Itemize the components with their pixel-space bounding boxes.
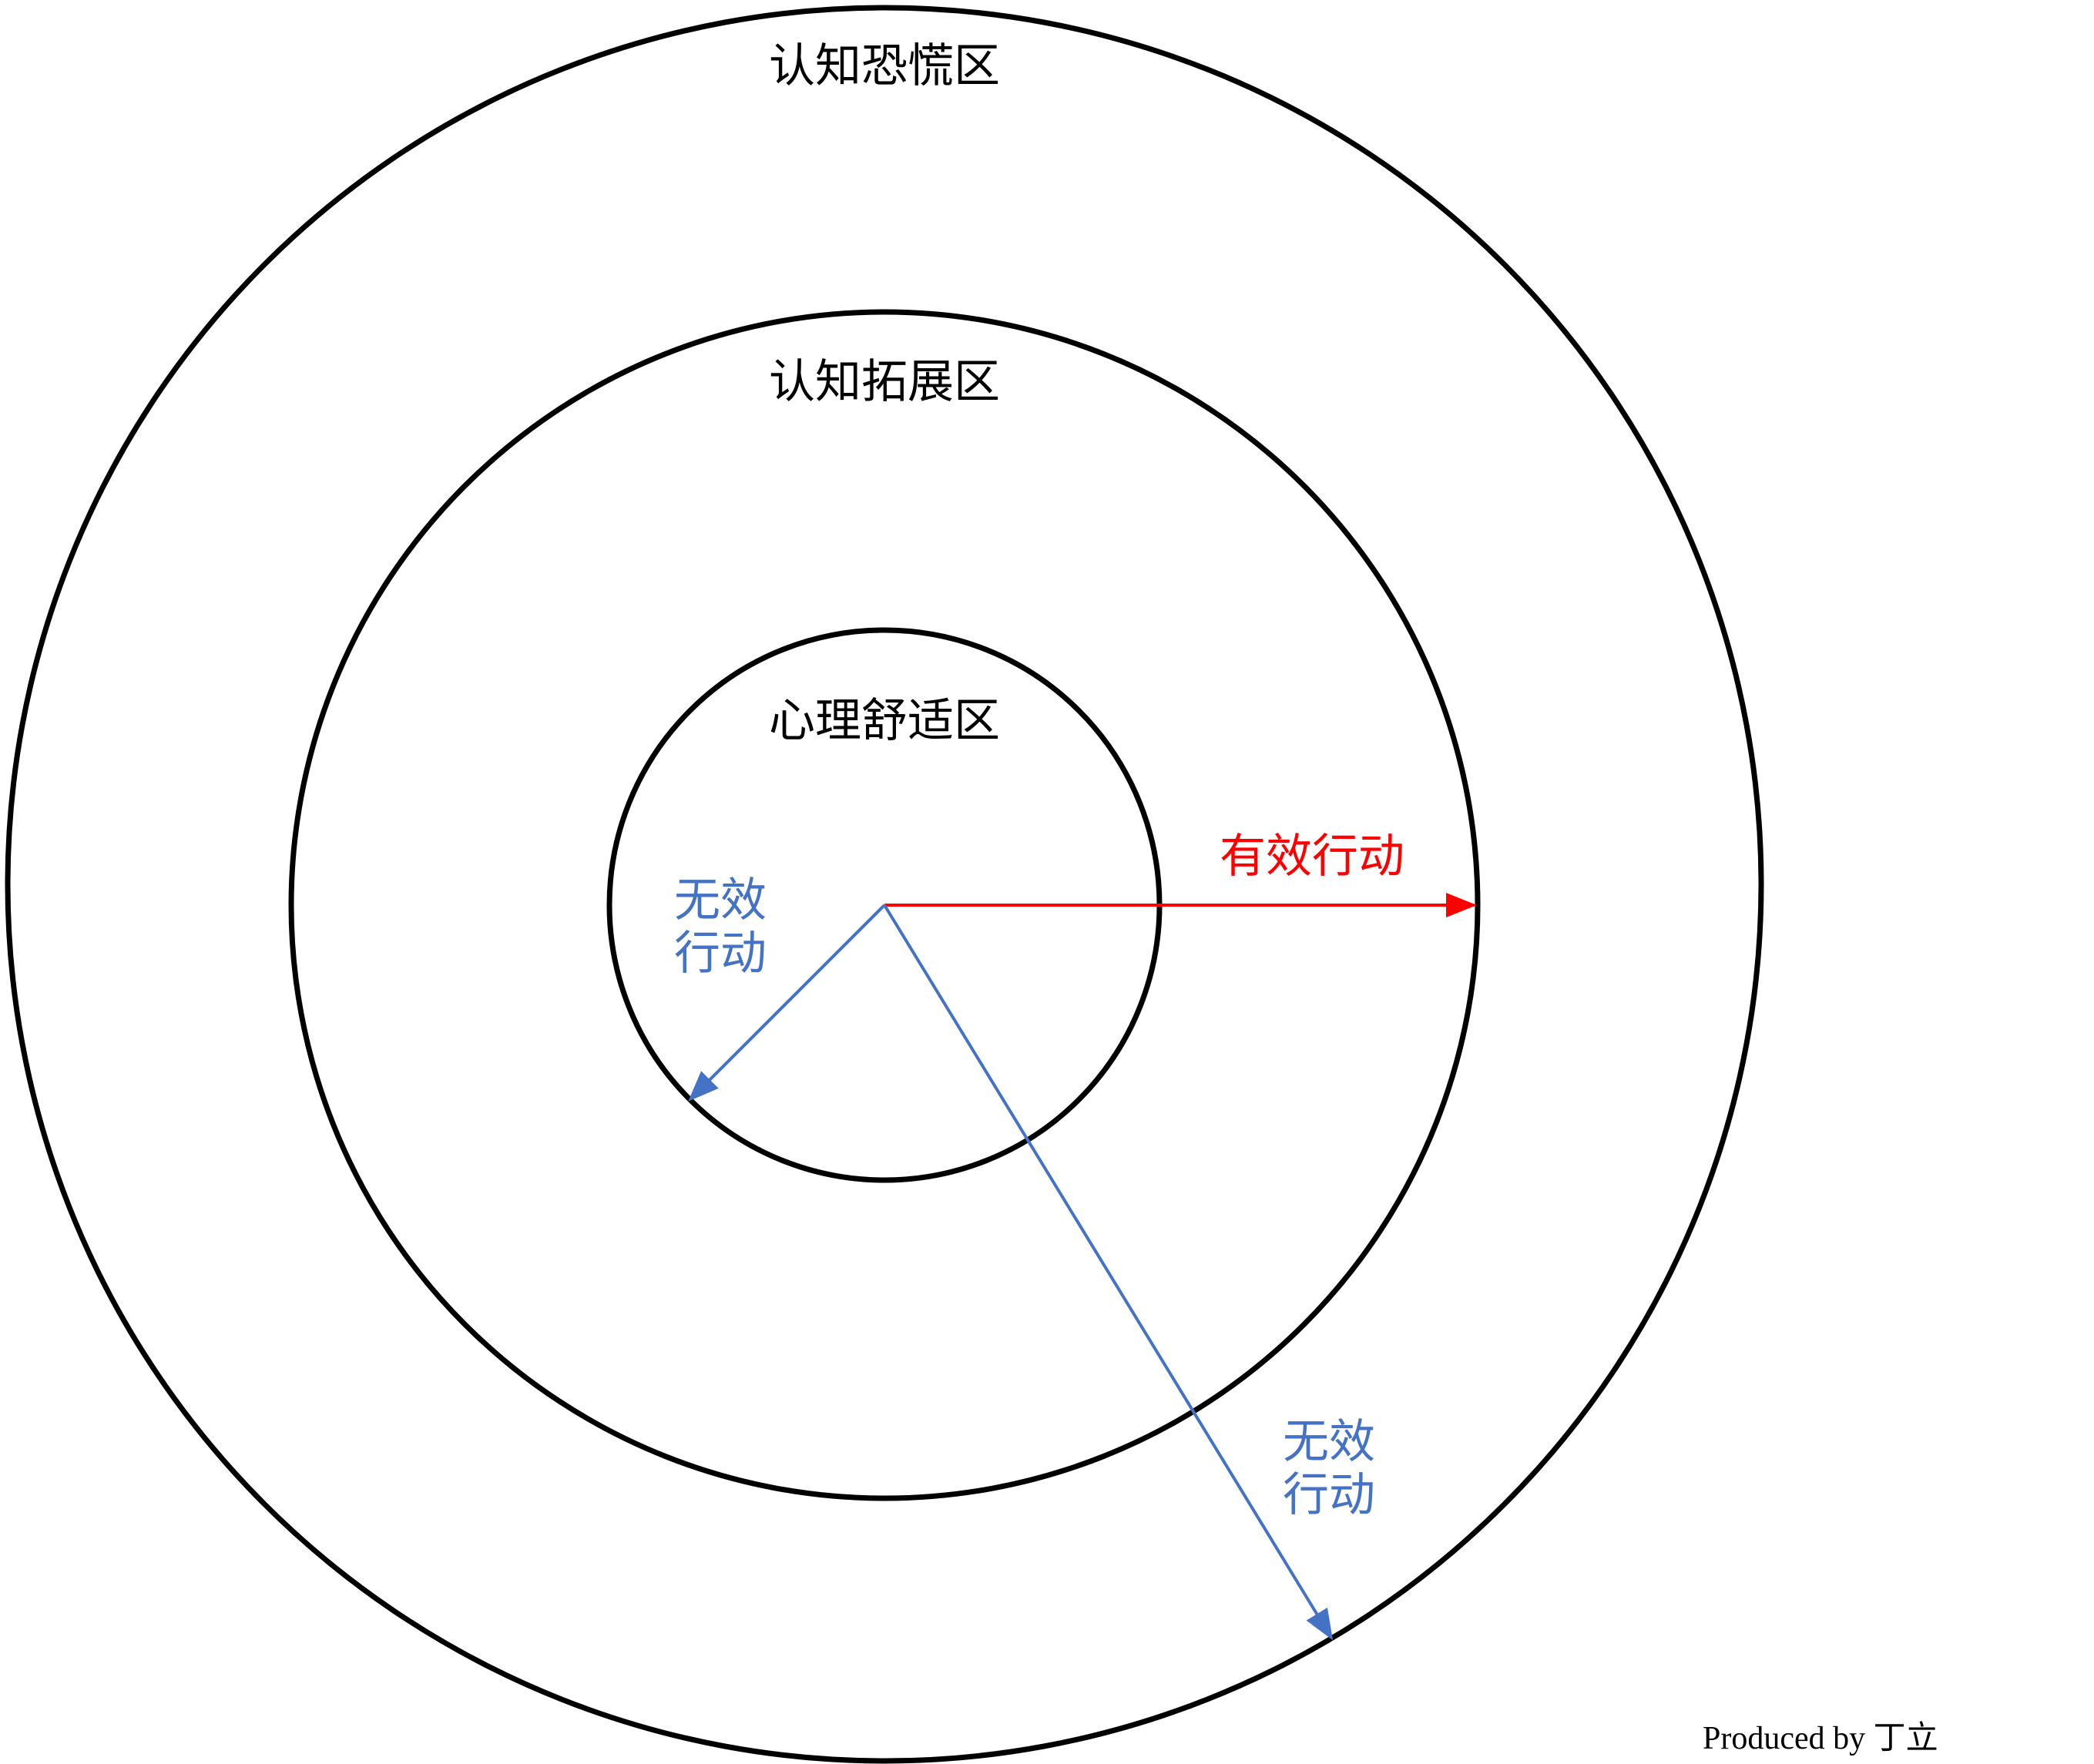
produced-by-credit: Produced by 丁立 (1703, 1721, 1938, 1756)
effective-action-label: 有效行动 (1220, 830, 1404, 884)
panic-zone-label: 认知恐慌区 (769, 39, 1000, 93)
ineffective-outer-line2: 行动 (1283, 1468, 1375, 1522)
middle-circle-stretch-zone (288, 309, 1481, 1501)
ineffective-inner-line1: 无效 (674, 874, 767, 927)
ineffective-action-label-outer: 无效 行动 (1283, 1416, 1375, 1522)
ineffective-action-arrow-outer (883, 904, 1334, 1641)
stretch-zone-label: 认知拓展区 (769, 355, 1000, 409)
outer-circle-panic-zone (5, 5, 1764, 1764)
ineffective-inner-line2: 行动 (674, 927, 767, 981)
ineffective-action-arrow-inner (688, 904, 886, 1102)
comfort-zone-label: 心理舒适区 (769, 694, 1000, 748)
ineffective-action-label-inner: 无效 行动 (674, 874, 767, 981)
ineffective-outer-line1: 无效 (1283, 1415, 1375, 1469)
